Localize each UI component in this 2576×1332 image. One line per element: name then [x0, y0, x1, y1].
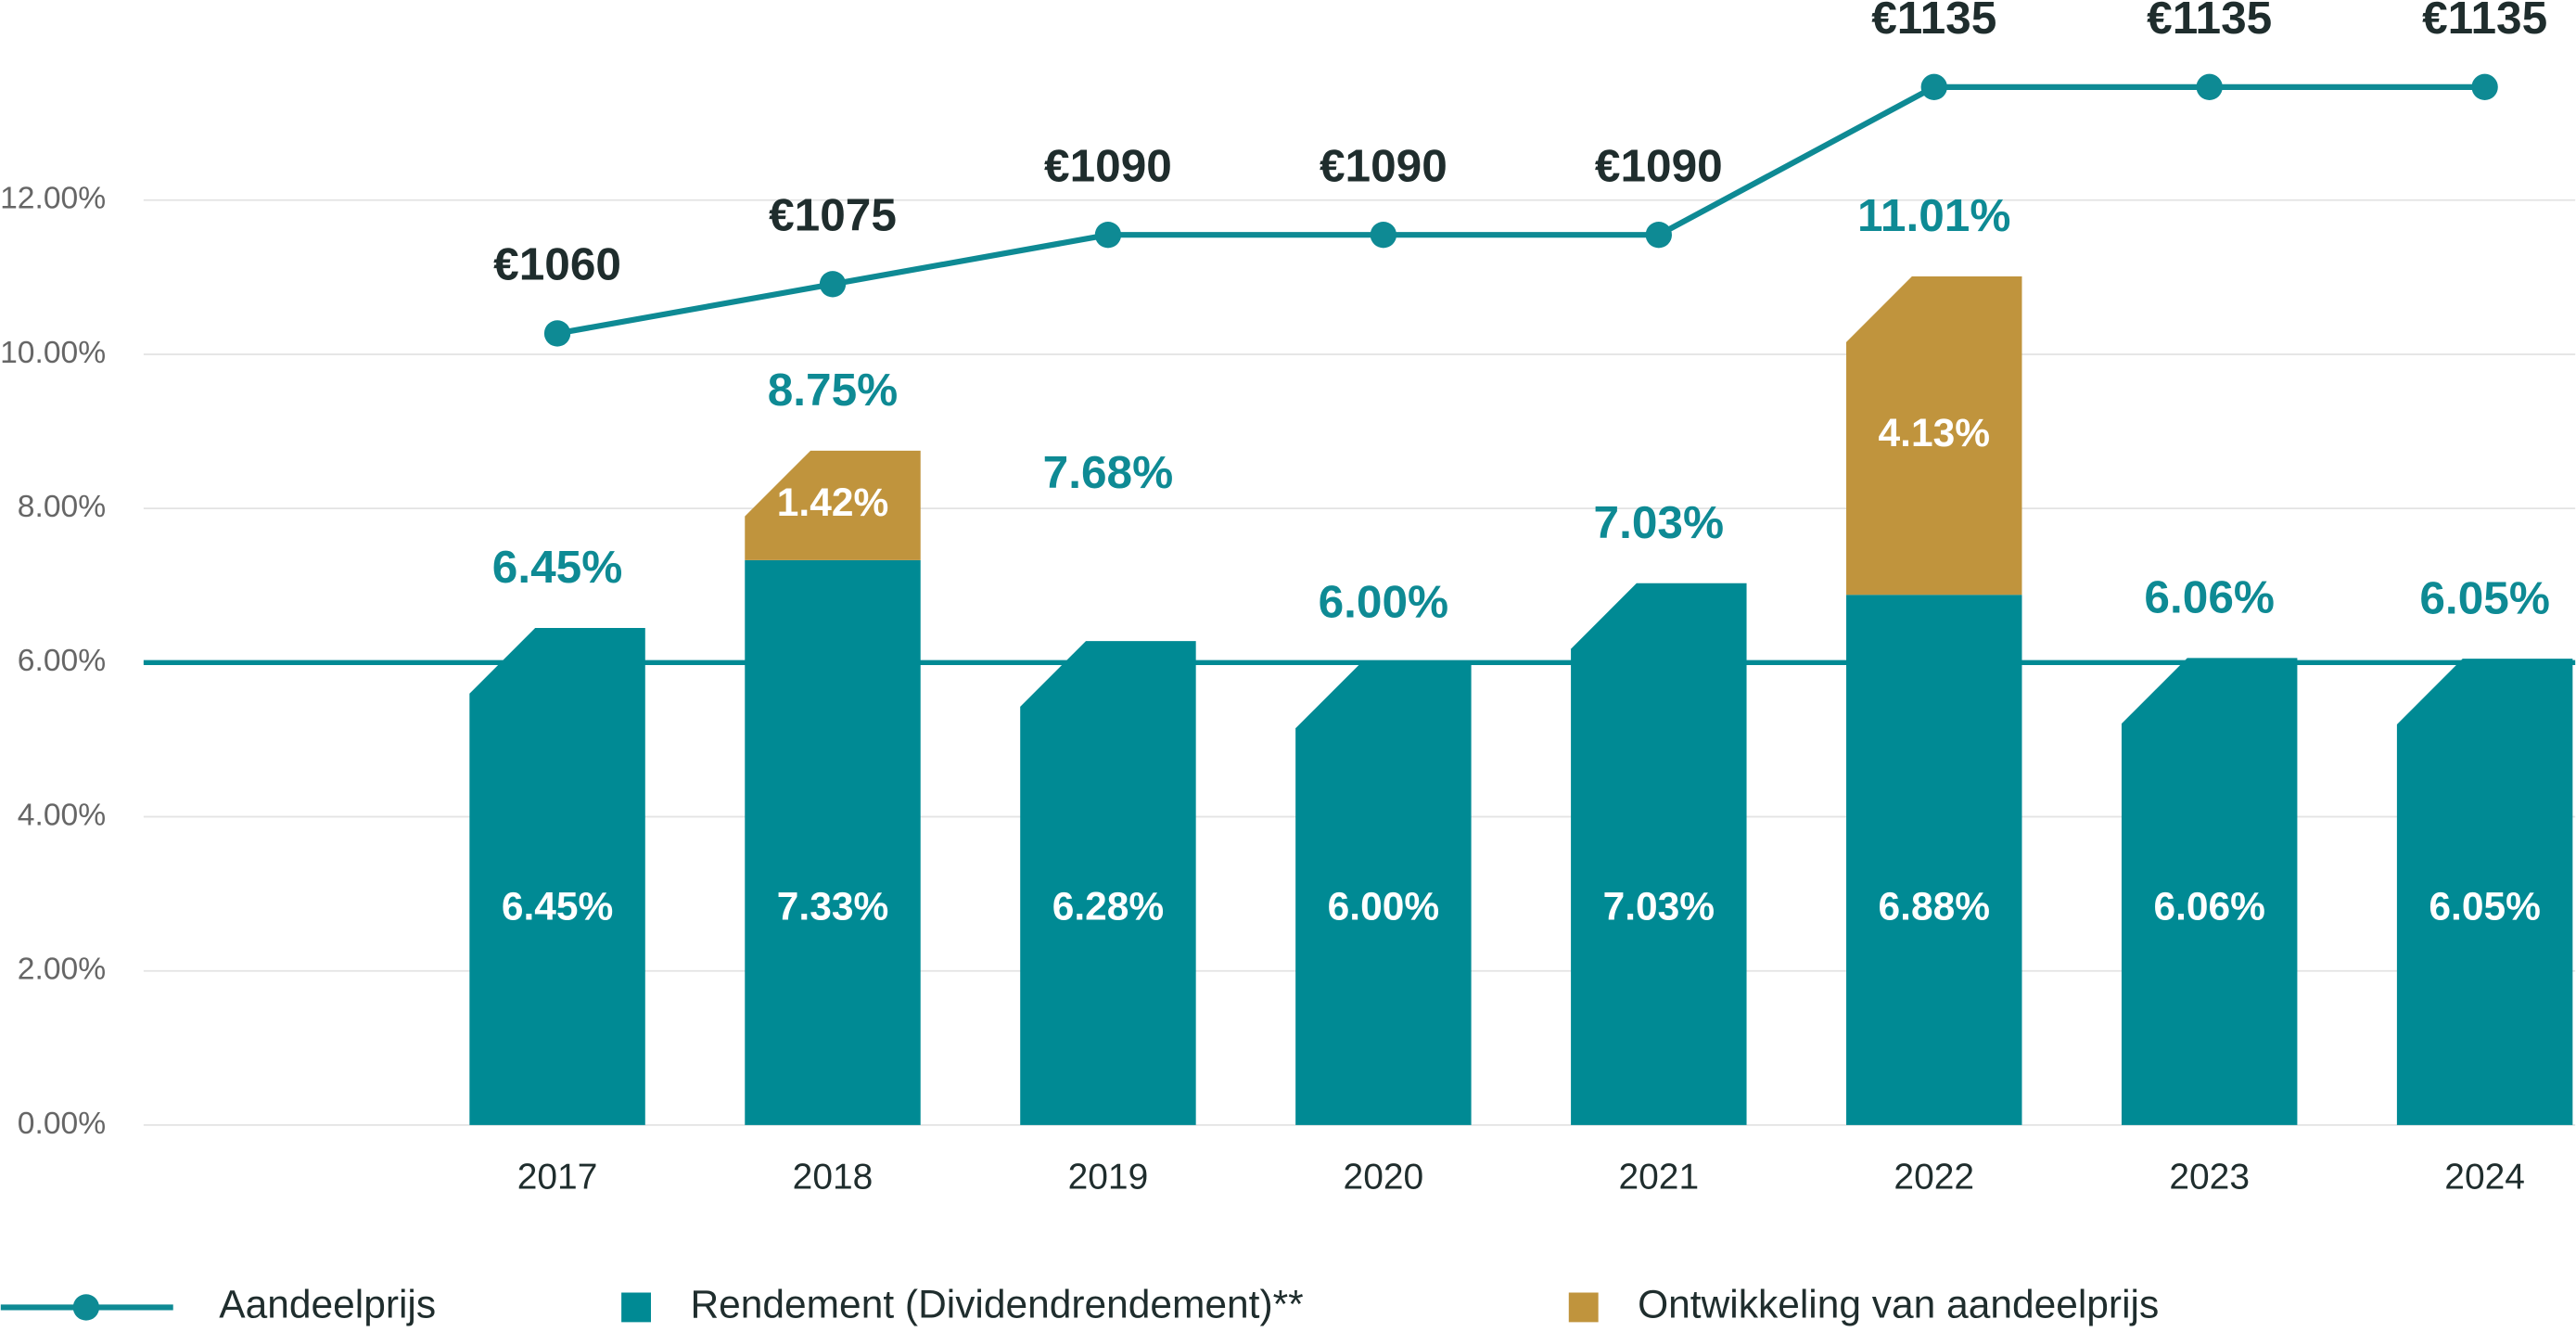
x-tick-label: 2019 [1068, 1158, 1149, 1198]
x-tick-label: 2021 [1619, 1158, 1700, 1198]
bar-value-label: 1.42% [777, 481, 888, 525]
legend-label: Ontwikkeling van aandeelprijs [1638, 1284, 2159, 1327]
total-label: 8.75% [768, 364, 899, 416]
price-point [543, 320, 571, 347]
legend-swatch [621, 1292, 651, 1323]
y-tick-label: 2.00% [18, 953, 106, 987]
total-label: 6.06% [2144, 570, 2275, 622]
bar-segment [2121, 658, 2298, 1125]
price-label: €1090 [1320, 139, 1447, 191]
price-point [1645, 222, 1672, 249]
legend-label: Rendement (Dividendrendement)** [690, 1284, 1303, 1327]
price-line [556, 83, 2485, 337]
bar-segment [1846, 595, 2022, 1125]
x-tick-label: 2022 [1894, 1158, 1974, 1198]
price-point [1370, 222, 1397, 249]
bar-segment [469, 627, 645, 1125]
bar-value-label: 6.45% [502, 885, 613, 929]
price-label: €1090 [1595, 139, 1723, 191]
price-point [819, 271, 847, 298]
legend-swatch [72, 1294, 100, 1321]
y-tick-label: 6.00% [18, 644, 106, 678]
price-label: €1060 [493, 238, 621, 290]
bar-value-label: 7.33% [777, 885, 888, 929]
bar-segment [2396, 659, 2573, 1125]
bar-value-label: 6.88% [1879, 885, 1990, 929]
price-point [2196, 73, 2223, 101]
bar-segment [745, 559, 921, 1125]
total-label: 7.03% [1594, 496, 1725, 548]
price-label: €1075 [769, 189, 897, 241]
x-tick-label: 2024 [2444, 1158, 2525, 1198]
y-tick-label: 4.00% [18, 798, 106, 832]
price-point [1094, 222, 1122, 249]
x-tick-label: 2023 [2169, 1158, 2250, 1198]
y-tick-label: 10.00% [0, 336, 106, 370]
bar-segment [745, 450, 921, 560]
legend-swatch [1568, 1292, 1599, 1323]
x-tick-label: 2018 [793, 1158, 874, 1198]
bar-segment [1571, 583, 1747, 1125]
legend-label: Aandeelprijs [219, 1284, 436, 1327]
total-label: 6.45% [492, 541, 623, 593]
x-tick-label: 2020 [1344, 1158, 1424, 1198]
bar-value-label: 6.00% [1328, 885, 1439, 929]
bar-segment [1295, 662, 1472, 1125]
y-tick-label: 0.00% [18, 1107, 106, 1141]
price-label: €1090 [1044, 139, 1172, 191]
price-point [2471, 73, 2498, 101]
total-label: 11.01% [1857, 189, 2010, 241]
total-label: 6.05% [2419, 571, 2550, 623]
price-label: €1135 [2422, 0, 2547, 44]
total-label: 7.68% [1043, 446, 1174, 498]
x-tick-label: 2017 [517, 1158, 598, 1198]
bar-segment [1020, 641, 1196, 1125]
y-tick-label: 12.00% [0, 182, 106, 216]
y-tick-label: 8.00% [18, 490, 106, 524]
bar-value-label: 7.03% [1603, 885, 1715, 929]
bar-value-label: 6.06% [2153, 885, 2264, 929]
bar-segment [1846, 276, 2022, 596]
price-label: €1135 [1871, 0, 1996, 44]
price-point [1920, 73, 1947, 101]
total-label: 6.00% [1319, 575, 1449, 627]
bar-value-label: 6.28% [1052, 885, 1164, 929]
price-label: €1135 [2147, 0, 2272, 44]
bar-value-label: 6.05% [2429, 885, 2540, 929]
bar-value-label: 4.13% [1879, 412, 1990, 455]
